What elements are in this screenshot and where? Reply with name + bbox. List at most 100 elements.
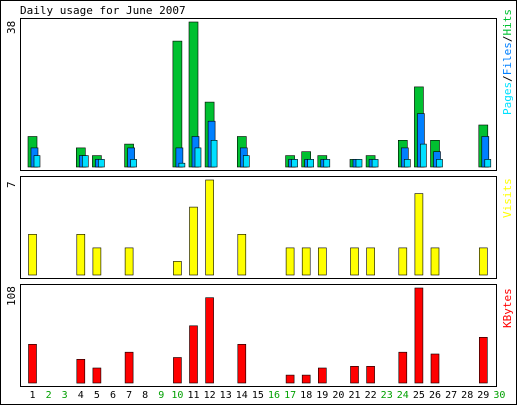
bar-pages-day-26 [436,159,443,168]
bar-kbytes-day-19 [317,367,327,384]
x-tick-label-day-7: 7 [126,390,132,401]
bar-visits-day-19 [317,247,327,276]
bar-kbytes-day-12 [205,297,214,384]
bar-visits-day-25 [414,193,424,276]
x-tick-label-day-24: 24 [397,390,409,401]
x-tick-label-day-11: 11 [187,390,199,401]
bar-pages-day-7 [130,159,137,168]
ylabel-part: / [501,75,514,82]
x-tick-label-day-13: 13 [220,390,232,401]
bar-kbytes-day-14 [237,343,247,384]
bar-pages-day-24 [403,159,411,168]
x-tick-label-day-21: 21 [348,390,360,401]
bar-visits-day-5 [92,247,102,276]
ylabel-part: Pages [501,82,514,115]
x-tick-label-day-18: 18 [300,390,312,401]
bar-pages-day-10 [178,162,186,168]
x-tick-label-day-8: 8 [142,390,148,401]
x-tick-label-day-25: 25 [413,390,425,401]
bar-pages-day-1 [33,155,41,168]
visits-max-label: 7 [5,181,18,188]
x-tick-label-day-15: 15 [252,390,264,401]
bar-pages-day-21 [355,159,363,168]
bar-visits-day-11 [189,206,198,276]
x-tick-label-day-23: 23 [381,390,393,401]
x-tick-label-day-28: 28 [461,390,473,401]
x-tick-label-day-29: 29 [477,390,489,401]
x-tick-label-day-17: 17 [284,390,296,401]
bar-kbytes-day-4 [76,358,86,384]
visits-panel-ylabel: Visits [501,178,514,218]
hits-panel-ylabel: Pages/Files/Hits [501,9,514,115]
bar-kbytes-day-7 [124,351,134,384]
x-tick-label-day-14: 14 [236,390,248,401]
x-axis-labels: 1 2 3 4 5 6 7 8 9 10 11 12 13 14 15 16 17 18 19 20 21 22 23 24 2… [29,390,505,401]
x-tick-label-day-5: 5 [94,390,100,401]
bar-kbytes-day-29 [478,336,488,384]
bar-visits-day-17 [285,247,295,276]
bar-kbytes-day-10 [173,357,182,384]
bar-visits-day-18 [301,247,311,276]
bar-pages-day-18 [307,159,315,168]
kbytes-panel-ylabel: KBytes [501,288,514,328]
bar-pages-day-12 [210,140,218,168]
x-tick-label-day-3: 3 [62,390,68,401]
chart-marks [27,21,492,384]
bar-pages-day-11 [194,147,202,168]
bar-kbytes-day-18 [301,374,311,384]
bar-visits-day-10 [173,261,182,276]
x-tick-label-day-26: 26 [429,390,441,401]
bar-kbytes-day-25 [414,287,424,384]
bar-visits-day-29 [478,247,488,276]
x-tick-label-day-19: 19 [316,390,328,401]
bar-kbytes-day-1 [28,343,37,384]
bar-visits-day-1 [28,234,37,276]
x-tick-label-day-1: 1 [29,390,35,401]
bar-pages-day-5 [98,159,105,168]
ylabel-part: Files [501,42,514,75]
bar-kbytes-day-24 [398,351,408,384]
x-tick-label-day-10: 10 [171,390,183,401]
x-tick-label-day-16: 16 [268,390,280,401]
x-tick-label-day-22: 22 [365,390,377,401]
bar-kbytes-day-26 [430,353,440,384]
bar-pages-day-22 [371,159,379,168]
bar-visits-day-26 [430,247,440,276]
kbytes-panel-frame [20,284,497,387]
x-tick-label-day-30: 30 [493,390,505,401]
ylabel-part: / [501,36,514,43]
bar-pages-day-17 [291,159,298,168]
x-tick-label-day-9: 9 [158,390,164,401]
bar-kbytes-day-17 [285,374,295,384]
ylabel-part: Hits [501,9,514,36]
bar-visits-day-22 [366,247,375,276]
x-tick-label-day-20: 20 [332,390,344,401]
bar-visits-day-21 [350,247,359,276]
bar-visits-day-7 [124,247,134,276]
bar-kbytes-day-5 [92,367,102,384]
bar-kbytes-day-11 [189,325,198,384]
bar-visits-day-4 [76,234,86,276]
bar-visits-day-14 [237,234,247,276]
x-tick-label-day-6: 6 [110,390,116,401]
x-tick-label-day-4: 4 [78,390,84,401]
x-tick-label-day-2: 2 [46,390,52,401]
bar-kbytes-day-22 [366,365,375,384]
visits-panel-frame [20,176,497,279]
bar-pages-day-14 [243,155,250,168]
bar-pages-day-25 [420,143,427,168]
bar-pages-day-19 [323,159,331,168]
chart-title: Daily usage for June 2007 [20,4,186,17]
hits-panel-frame [20,18,497,171]
hits-max-label: 38 [5,21,18,34]
bar-pages-day-4 [82,155,89,168]
kbytes-max-label: 108 [5,286,18,306]
x-tick-label-day-12: 12 [204,390,216,401]
bar-kbytes-day-21 [350,365,359,384]
bar-visits-day-12 [205,179,214,276]
x-tick-label-day-27: 27 [445,390,457,401]
bar-visits-day-24 [398,247,408,276]
